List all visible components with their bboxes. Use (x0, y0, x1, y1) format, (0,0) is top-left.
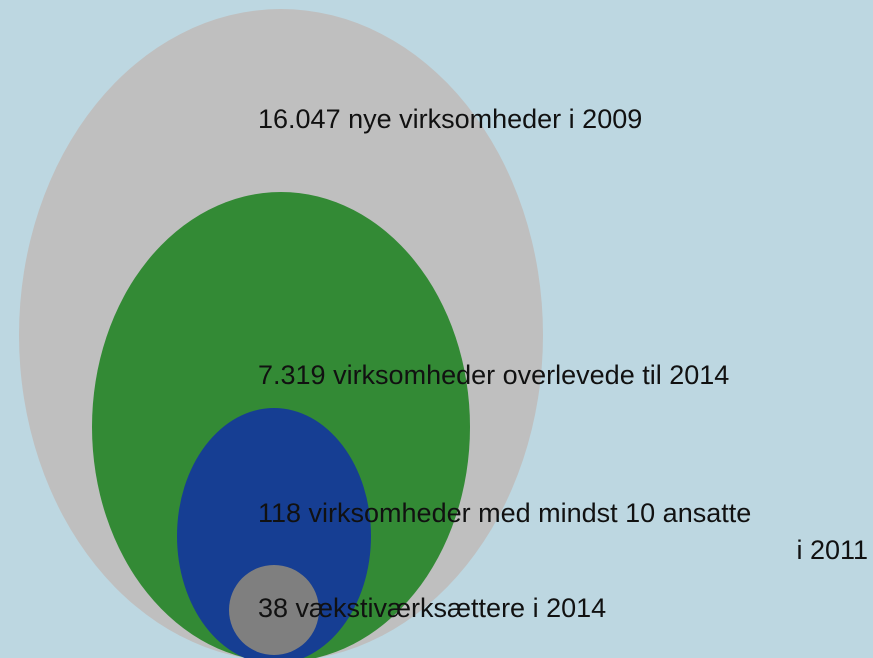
node-label: i 2011 (796, 535, 868, 565)
node-label: 7.319 virksomheder overlevede til 2014 (258, 360, 729, 390)
blue-ellipse (177, 408, 371, 658)
node-label: 16.047 nye virksomheder i 2009 (258, 104, 642, 134)
node-label: 118 virksomheder med mindst 10 ansatte (258, 498, 751, 528)
inner-circle (229, 565, 319, 655)
node-label: 38 vækstiværksættere i 2014 (258, 593, 606, 623)
